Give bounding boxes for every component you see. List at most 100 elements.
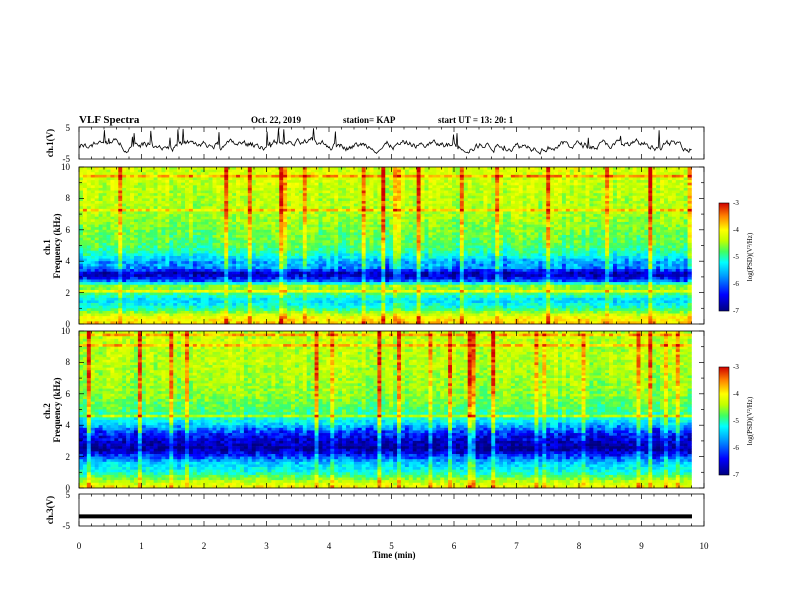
spectrogram-cell [593,240,598,244]
spectrogram-cell [149,227,154,231]
spectrogram-cell [279,206,284,210]
spectrogram-cell [487,182,492,186]
spectrogram-cell [506,174,512,178]
spectrogram-cell [554,229,559,233]
spectrogram-cell [683,190,688,194]
spectrogram-cell [310,242,315,246]
spectrogram-cell [558,221,563,225]
spectrogram-cell [302,232,308,236]
spectrogram-cell [393,221,398,225]
spectrogram-cell [585,203,590,207]
spectrogram-cell [432,177,437,181]
spectrogram-cell [459,240,465,244]
spectrogram-cell [428,221,433,225]
spectrogram-cell [287,208,292,212]
spectrogram-cell [424,224,429,228]
spectrogram-cell [239,203,245,207]
spectrogram-cell [271,201,276,204]
spectrogram-cell [589,214,594,218]
spectrogram-cell [420,174,425,178]
spectrogram-cell [181,214,186,218]
spectrogram-cell [279,248,284,252]
spectrogram-cell [188,172,194,176]
spectrogram-cell [86,211,92,215]
spectrogram-cell [114,245,119,249]
spectrogram-cell [664,237,669,241]
spectrogram-cell [322,203,327,207]
spectrogram-cell [86,235,92,238]
spectrogram-cell [239,198,245,202]
spectrogram-cell [185,169,190,173]
spectrogram-cell [192,224,198,228]
spectrogram-cell [326,187,331,191]
spectrogram-cell [94,182,99,186]
spectrogram-cell [294,237,300,241]
spectrogram-cell [287,174,292,178]
spectrogram-cell [408,245,414,249]
spectrogram-cell [185,177,190,181]
spectrogram-cell [345,187,351,191]
spectrogram-cell [239,221,245,225]
spectrogram-cell [444,203,449,207]
spectrogram-cell [628,245,633,249]
spectrogram-cell [452,242,457,246]
spectrogram-cell [499,190,504,194]
spectrogram-cell [436,174,441,178]
spectrogram-cell [644,245,649,249]
spectrogram-cell [310,232,315,236]
spectrogram-cell [483,229,488,233]
spectrogram-cell [177,182,182,186]
spectrogram-cell [569,172,575,176]
spectrogram-cell [114,224,119,228]
spectrogram-cell [644,216,649,220]
spectrogram-cell [118,177,123,181]
spectrogram-cell [102,224,107,228]
spectrogram-cell [251,224,256,228]
spectrogram-cell [243,206,249,210]
spectrogram-cell [518,169,523,173]
spectrogram-cell [640,211,645,215]
spectrogram-cell [503,219,508,223]
spectrogram-cell [448,187,453,191]
spectrogram-cell [381,198,386,202]
spectrogram-cell [597,245,602,249]
spectrogram-cell [538,203,543,207]
spectrogram-cell [581,216,586,220]
spectrogram-cell [102,227,107,231]
spectrogram-cell [173,245,178,249]
spectrogram-cell [440,221,445,225]
spectrogram-cell [377,240,382,244]
spectrogram-cell [526,172,531,176]
spectrogram-cell [102,221,107,225]
spectrogram-cell [514,208,520,212]
spectrogram-cell [569,248,575,252]
spectrogram-cell [597,232,602,236]
spectrogram-cell [546,201,551,204]
spectrogram-cell [361,211,366,215]
spectrogram-cell [609,169,614,173]
spectrogram-cell [565,219,571,223]
spectrogram-cell [283,190,288,194]
spectrogram-cell [581,190,586,194]
spectrogram-cell [452,203,457,207]
spectrogram-cell [216,219,221,223]
spectrogram-cell [424,203,429,207]
spectrogram-cell [542,193,547,197]
spectrogram-cell [149,201,154,204]
spectrogram-cell [675,174,681,178]
spectrogram-cell [573,227,578,231]
spectrogram-cell [251,198,256,202]
spectrogram-cell [585,169,590,173]
spectrogram-cell [467,248,472,252]
spectrogram-cell [79,235,84,238]
spectrogram-cell [82,211,88,215]
spectrogram-cell [495,172,500,176]
spectrogram-cell [389,221,394,225]
spectrogram-cell [298,237,304,241]
spectrogram-cell [118,229,123,233]
spectrogram-cell [538,235,543,238]
spectrogram-cell [455,248,461,252]
spectrogram-cell [483,198,488,202]
spectrogram-cell [287,245,292,249]
spectrogram-cell [82,193,88,197]
